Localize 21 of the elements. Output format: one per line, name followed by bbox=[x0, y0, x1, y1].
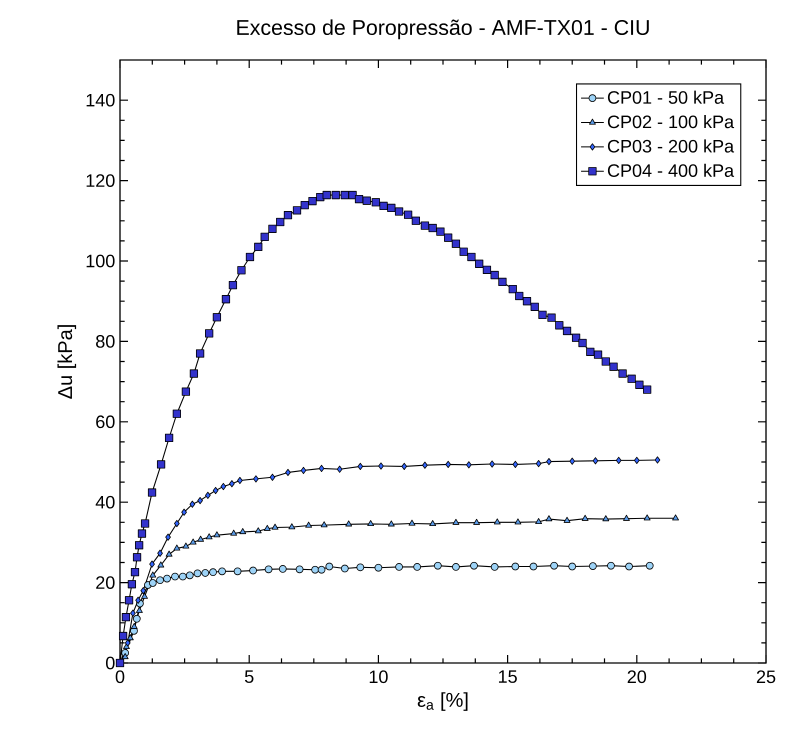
x-axis-title: ε$_{a}$ [%] bbox=[418, 692, 468, 711]
x-tick-label: 5 bbox=[244, 670, 254, 683]
legend-label: CP02 - 100 kPa bbox=[608, 114, 734, 128]
y-axis-title: Δu [kPa] bbox=[57, 325, 76, 399]
y-tick-label: 140 bbox=[86, 94, 115, 107]
legend-label: CP03 - 200 kPa bbox=[608, 139, 734, 153]
y-tick-label: 40 bbox=[96, 496, 115, 509]
y-tick-label: 20 bbox=[96, 576, 115, 589]
x-tick-label: 25 bbox=[756, 670, 776, 684]
y-tick-label: 80 bbox=[96, 335, 115, 348]
x-tick-label: 20 bbox=[628, 670, 646, 684]
legend-label: CP04 - 400 kPa bbox=[608, 164, 734, 177]
x-tick-label: 10 bbox=[370, 670, 388, 684]
y-tick-label: 0 bbox=[106, 656, 115, 670]
x-tick-label: 15 bbox=[498, 670, 517, 683]
y-tick-label: 100 bbox=[86, 254, 115, 268]
y-tick-label: 120 bbox=[86, 174, 115, 187]
chart-title: Excesso de Poropressão - AMF-TX01 - CIU bbox=[237, 19, 649, 40]
y-tick-label: 60 bbox=[96, 415, 115, 428]
legend-label: CP01 - 50 kPa bbox=[608, 90, 724, 104]
x-tick-label: 0 bbox=[116, 670, 124, 684]
